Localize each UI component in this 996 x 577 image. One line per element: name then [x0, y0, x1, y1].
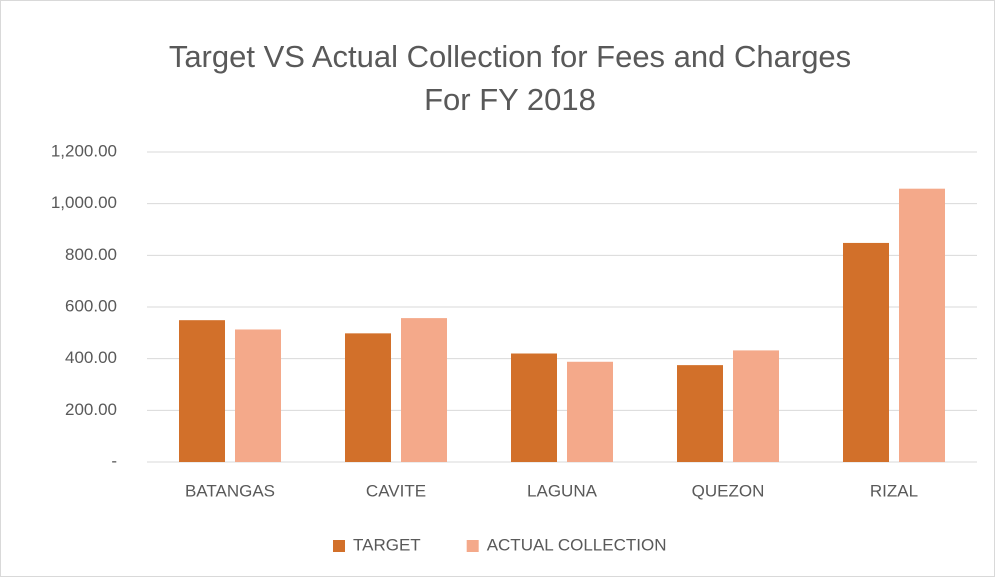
bar	[345, 333, 391, 462]
bar	[235, 329, 281, 462]
x-tick-label: LAGUNA	[527, 481, 598, 500]
x-tick-label: RIZAL	[870, 481, 918, 500]
x-tick-label: CAVITE	[366, 481, 426, 500]
y-tick-label: 800.00	[65, 245, 117, 264]
x-tick-label: BATANGAS	[185, 481, 275, 500]
bar	[401, 318, 447, 462]
bar	[677, 365, 723, 462]
y-tick-label: 400.00	[65, 348, 117, 367]
y-tick-label: 1,000.00	[51, 193, 117, 212]
bar	[733, 350, 779, 462]
bar	[567, 361, 613, 462]
y-tick-label: 1,200.00	[51, 141, 117, 160]
chart-title: For FY 2018	[424, 82, 596, 117]
legend-label: ACTUAL COLLECTION	[487, 535, 667, 554]
legend-swatch	[466, 540, 479, 552]
legend-swatch	[333, 540, 345, 552]
chart-title: Target VS Actual Collection for Fees and…	[169, 39, 851, 74]
bar	[843, 242, 889, 462]
y-tick-label: 600.00	[65, 296, 117, 315]
x-tick-label: QUEZON	[692, 481, 765, 500]
bar	[511, 353, 557, 462]
bar	[179, 320, 225, 462]
y-tick-label: 200.00	[65, 400, 117, 419]
y-tick-label: -	[111, 451, 117, 470]
legend-label: TARGET	[353, 535, 421, 554]
bar	[899, 188, 945, 462]
